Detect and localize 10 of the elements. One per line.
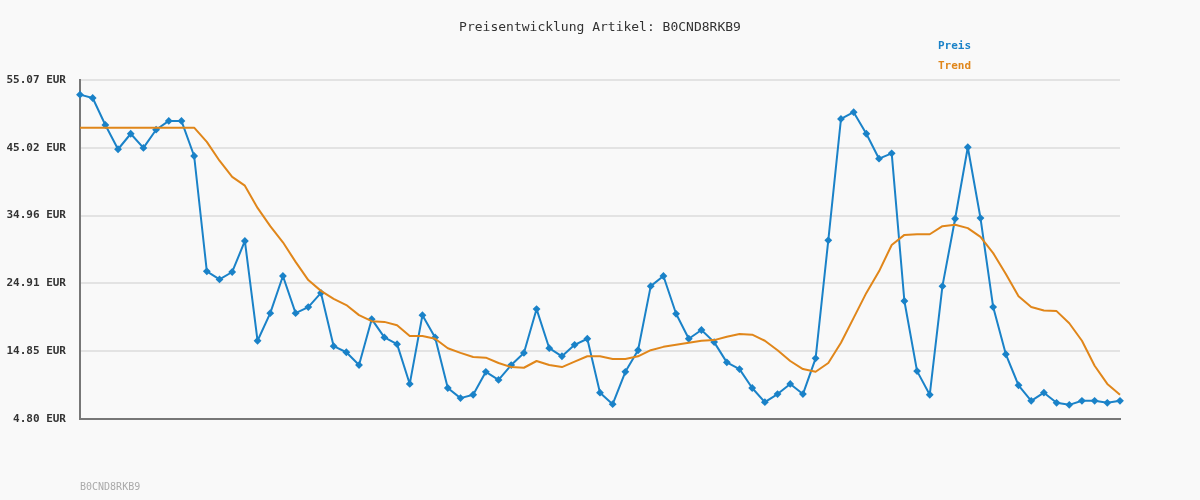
y-tick-label: 45.02 EUR (6, 140, 67, 154)
chart-title: Preisentwicklung Artikel: B0CND8RKB9 (458, 19, 742, 34)
y-tick-label: 14.85 EUR (6, 344, 67, 358)
y-tick-label: 4.80 EUR (13, 411, 67, 425)
text: Trend (938, 59, 972, 74)
text: B0CND8RKB9 (80, 481, 141, 492)
y-tick-label: 55.07 EUR (6, 72, 67, 86)
y-tick-label: 24.91 EUR (6, 276, 67, 290)
y-tick-label: 34.96 EUR (6, 208, 67, 222)
text: Preis (938, 39, 972, 54)
